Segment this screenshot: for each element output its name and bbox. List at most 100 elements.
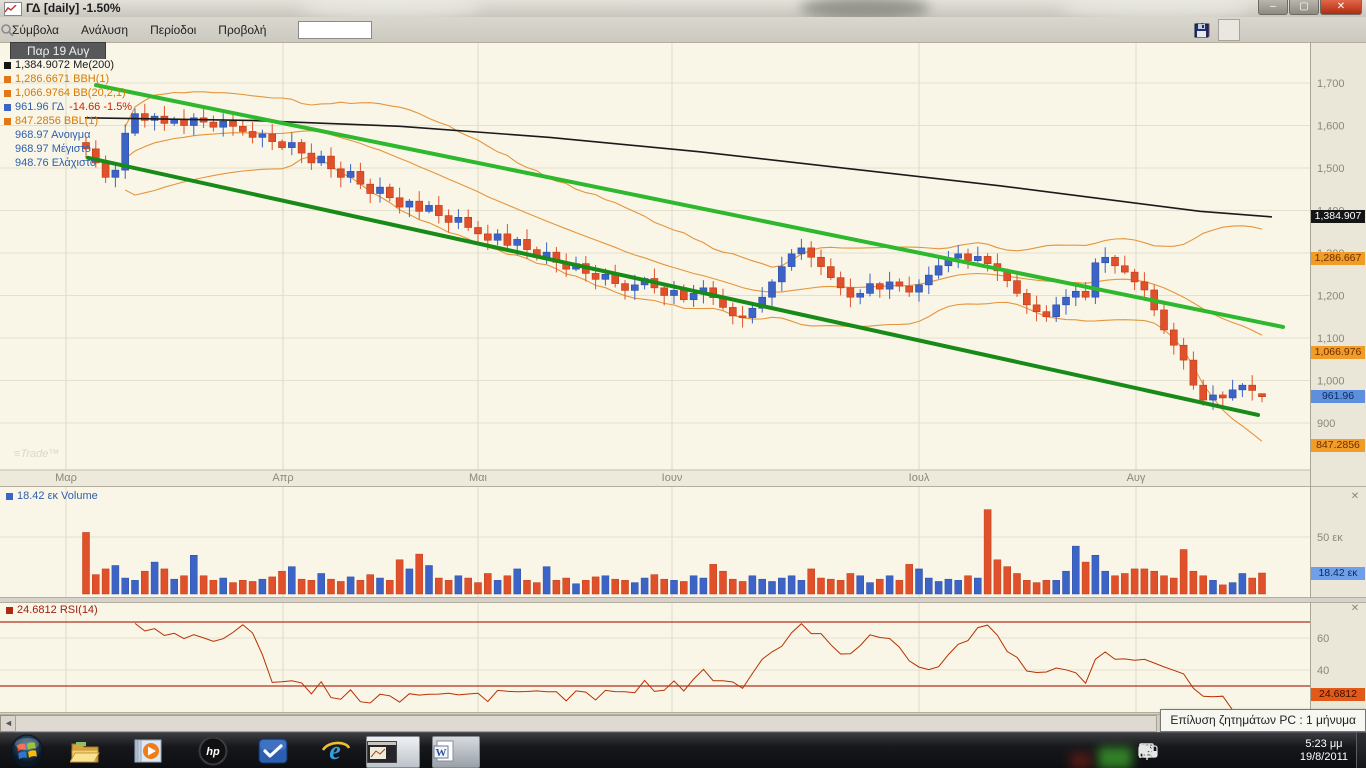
clock-time: 5:23 μμ xyxy=(1305,738,1343,750)
svg-text:60: 60 xyxy=(1317,633,1329,645)
horizontal-scrollbar[interactable]: ◄ xyxy=(0,714,1366,732)
wallpaper-glow xyxy=(1098,747,1132,768)
power-icon[interactable] xyxy=(1142,741,1213,761)
crosshair-icon[interactable] xyxy=(1195,19,1240,41)
title-bar: ΓΔ [daily] -1.50% – ▢ ✕ xyxy=(0,0,1366,18)
close-button[interactable]: ✕ xyxy=(1320,0,1362,15)
svg-text:Μαι: Μαι xyxy=(469,472,488,484)
volume-chart[interactable]: 50 εκ xyxy=(0,486,1366,598)
word-taskbar-tile[interactable]: W xyxy=(432,736,480,768)
bb-value-badge: 1,066.976 xyxy=(1311,346,1365,359)
show-desktop-button[interactable] xyxy=(1356,733,1366,768)
bbl-swatch xyxy=(4,117,11,125)
save-icon[interactable] xyxy=(1194,20,1360,40)
clock-date: 19/8/2011 xyxy=(1299,751,1348,763)
bbl-value-badge: 847.2856 xyxy=(1311,439,1365,452)
bbh-value-badge: 1,286.667 xyxy=(1311,252,1365,265)
menu-item-analysis[interactable]: Ανάλυση xyxy=(81,22,129,37)
taskbar-clock[interactable]: 5:23 μμ 19/8/2011 xyxy=(1300,738,1348,764)
internet-explorer-icon[interactable]: e xyxy=(320,735,352,767)
taskbar: hp e xyxy=(0,732,1366,768)
volume-icon[interactable] xyxy=(1139,741,1265,761)
media-player-icon[interactable] xyxy=(134,735,166,767)
legend-high: 968.97 Μέγιστο xyxy=(15,143,91,155)
legend-bbl: 847.2856 BBL(1) xyxy=(15,115,99,127)
ma-swatch xyxy=(4,61,11,69)
svg-text:1,500: 1,500 xyxy=(1317,163,1345,175)
menu-bar: Σύμβολα Ανάλυση Περίοδοι Προβολή xyxy=(0,17,1366,42)
legend-bb: 1,066.9764 BB(20,2,1) xyxy=(15,87,126,99)
svg-text:Ιουλ: Ιουλ xyxy=(909,472,930,484)
legend-price: 961.96 ΓΔ xyxy=(15,101,65,113)
price-value-badge: 961.96 xyxy=(1311,390,1365,403)
scrollbar-thumb[interactable] xyxy=(15,715,1157,732)
search-icon[interactable] xyxy=(1,20,392,40)
window-title: ΓΔ [daily] -1.50% xyxy=(26,1,121,15)
svg-text:W: W xyxy=(436,747,447,759)
menu-item-symbols[interactable]: Σύμβολα xyxy=(12,22,59,37)
legend-open: 968.97 Ανοιγμα xyxy=(15,129,91,141)
volume-close-icon[interactable]: ✕ xyxy=(1350,491,1360,502)
svg-text:40: 40 xyxy=(1317,665,1329,677)
svg-text:Αυγ: Αυγ xyxy=(1127,472,1146,484)
action-center-flag-icon[interactable] xyxy=(1139,741,1291,761)
menu-item-periods[interactable]: Περίοδοι xyxy=(150,22,197,37)
legend-ma: 1,384.9072 Me(200) xyxy=(15,59,115,71)
explorer-icon[interactable] xyxy=(70,735,102,767)
svg-text:Απρ: Απρ xyxy=(272,472,293,484)
rsi-close-icon[interactable]: ✕ xyxy=(1350,603,1360,614)
svg-text:1,200: 1,200 xyxy=(1317,291,1345,303)
main-price-chart[interactable]: 1,7001,6001,5001,4001,3001,2001,1001,000… xyxy=(0,42,1366,486)
watermark: ≡Trade™ xyxy=(14,448,60,460)
glass-blur xyxy=(300,0,480,17)
chart-icon[interactable] xyxy=(1194,20,1336,40)
volume-swatch xyxy=(6,492,13,500)
chart-legend: 1,384.9072 Me(200) 1,286.6671 BBH(1) 1,0… xyxy=(4,58,132,170)
date-tab[interactable]: Παρ 19 Αυγ xyxy=(10,42,107,59)
glass-blur xyxy=(800,0,930,17)
legend-bbh: 1,286.6671 BBH(1) xyxy=(15,73,110,85)
rsi-chart[interactable]: 60 40 xyxy=(0,600,1366,714)
action-center-tooltip: Επίλυση ζητημάτων PC : 1 μήνυμα xyxy=(1160,709,1366,732)
svg-text:50 εκ: 50 εκ xyxy=(1317,532,1343,544)
legend-change: -14.66 -1.5% xyxy=(69,101,133,113)
svg-text:900: 900 xyxy=(1317,418,1335,430)
search-input[interactable] xyxy=(298,20,373,39)
svg-text:1,600: 1,600 xyxy=(1317,121,1345,133)
rsi-legend-text: 24.6812 RSI(14) xyxy=(17,604,98,616)
volume-legend: 18.42 εκ Volume xyxy=(6,490,98,502)
glass-blur xyxy=(1060,0,1250,17)
minimize-button[interactable]: – xyxy=(1258,0,1288,15)
rsi-legend: 24.6812 RSI(14) xyxy=(6,604,98,616)
svg-text:e: e xyxy=(329,736,341,765)
wallpaper-glow xyxy=(1070,753,1092,768)
check-app-icon[interactable] xyxy=(258,735,290,767)
show-hidden-icons[interactable] xyxy=(1139,741,1187,761)
svg-text:Ιουν: Ιουν xyxy=(662,472,683,484)
volume-legend-text: 18.42 εκ Volume xyxy=(17,490,98,502)
maximize-button[interactable]: ▢ xyxy=(1289,0,1319,15)
svg-text:1,100: 1,100 xyxy=(1317,333,1345,345)
svg-text:1,700: 1,700 xyxy=(1317,78,1345,90)
price-swatch xyxy=(4,103,11,111)
volume-value-badge: 18.42 εκ xyxy=(1311,567,1365,580)
trading-app-taskbar-tile[interactable] xyxy=(366,736,420,768)
network-icon[interactable] xyxy=(1139,741,1239,761)
rectangle-icon[interactable] xyxy=(1195,20,1264,40)
svg-text:Μαρ: Μαρ xyxy=(55,472,77,484)
bb-swatch xyxy=(4,89,11,97)
bbh-swatch xyxy=(4,75,11,83)
grid-icon[interactable] xyxy=(1195,20,1312,40)
legend-low: 948.76 Ελάχιστο xyxy=(15,157,97,169)
svg-text:hp: hp xyxy=(206,746,220,758)
ma-value-badge: 1,384.907 xyxy=(1311,210,1365,223)
menu-item-view[interactable]: Προβολή xyxy=(218,22,267,37)
trendline-icon[interactable] xyxy=(1195,20,1288,40)
system-tray: 5:23 μμ 19/8/2011 xyxy=(1138,733,1366,768)
app-icon xyxy=(4,2,22,16)
hp-icon[interactable]: hp xyxy=(198,735,230,767)
rsi-swatch xyxy=(6,606,13,614)
start-button[interactable] xyxy=(8,732,46,768)
svg-text:1,000: 1,000 xyxy=(1317,376,1345,388)
